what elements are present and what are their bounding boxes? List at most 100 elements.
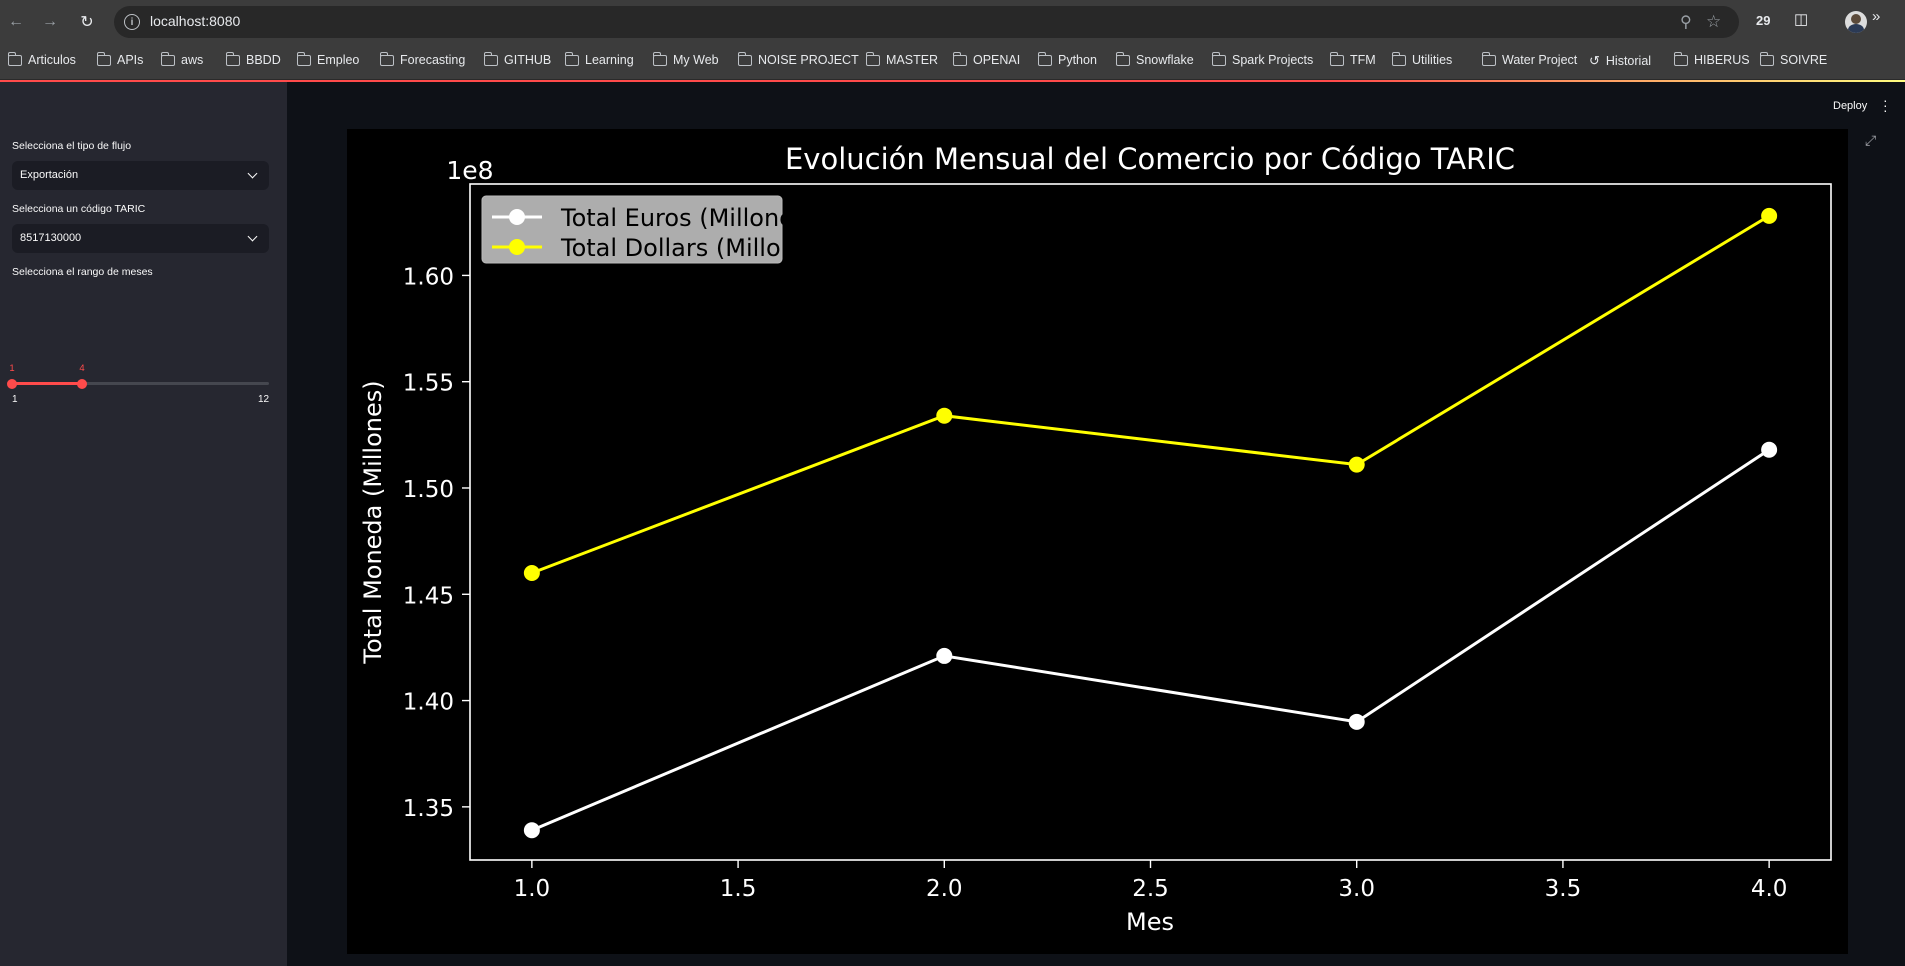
back-arrow-icon[interactable]: ← (8, 13, 24, 30)
legend-marker (509, 239, 525, 255)
bookmark-label: MASTER (886, 53, 939, 67)
browser-toolbar: ← → ↻ i localhost:8080 ⚲ ☆ 29 ◫ (0, 0, 1905, 44)
bookmark-empleo[interactable]: Empleo (296, 51, 359, 67)
bookmark-label: APIs (117, 53, 144, 67)
bookmark-label: NOISE PROJECT (758, 53, 859, 67)
y-tick-label: 1.55 (403, 371, 454, 397)
taric-code-label: Selecciona un código TARIC (12, 203, 146, 215)
bookmark-label: Historial (1605, 54, 1652, 68)
folder-icon (1115, 51, 1130, 66)
flow-type-value: Exportación (20, 169, 79, 181)
x-tick-label: 2.0 (926, 876, 963, 902)
x-tick-label: 3.0 (1338, 876, 1375, 902)
month-range-label: Selecciona el rango de meses (12, 266, 153, 278)
month-range-slider[interactable]: 1 4 (7, 363, 269, 389)
slider-thumb-low[interactable] (7, 378, 17, 389)
more-bookmarks-icon[interactable]: » (1872, 8, 1881, 25)
folder-icon (1037, 51, 1052, 66)
fullscreen-icon[interactable]: ⤢ (1865, 132, 1877, 148)
bookmark-tfm[interactable]: TFM (1329, 51, 1376, 67)
reload-icon[interactable]: ↻ (80, 14, 94, 31)
folder-icon (96, 51, 111, 66)
bookmark-learning[interactable]: Learning (564, 51, 634, 67)
bookmark-my-web[interactable]: My Web (652, 51, 719, 67)
profile-avatar[interactable] (1845, 11, 1867, 33)
bookmark-github[interactable]: GITHUB (483, 51, 552, 67)
deploy-button[interactable]: Deploy (1833, 100, 1868, 112)
data-point (523, 822, 540, 839)
folder-icon (1211, 51, 1226, 66)
folder-icon (737, 51, 752, 66)
bookmark-aws[interactable]: aws (160, 51, 204, 67)
bookmark-soivre[interactable]: SOIVRE (1759, 51, 1827, 67)
chevron-down-icon (247, 168, 258, 179)
slider-max-label: 12 (258, 394, 270, 405)
bookmark-articulos[interactable]: Articulos (7, 51, 76, 67)
bookmark-historial[interactable]: ↺ Historial (1589, 53, 1651, 69)
bookmark-label: Water Project (1502, 53, 1578, 67)
data-point (936, 407, 953, 424)
bookmark-snowflake[interactable]: Snowflake (1115, 51, 1194, 67)
folder-icon (1391, 51, 1406, 66)
y-tick-label: 1.40 (403, 690, 454, 716)
bookmark-bbdd[interactable]: BBDD (225, 51, 281, 67)
extensions-icon[interactable]: ◫ (1794, 11, 1809, 28)
chevron-down-icon (247, 231, 258, 242)
bookmark-hiberus[interactable]: HIBERUS (1673, 51, 1750, 67)
forward-arrow-icon[interactable]: → (42, 13, 58, 30)
bookmarks-bar: Articulos APIs aws BBDD Empleo Forecasting GIT… (0, 44, 1905, 80)
address-bar[interactable]: i localhost:8080 ⚲ ☆ (114, 6, 1739, 38)
flow-type-select[interactable]: Exportación (12, 161, 269, 190)
bookmark-noise-project[interactable]: NOISE PROJECT (737, 51, 859, 67)
site-info-icon[interactable]: i (124, 14, 140, 30)
bookmark-openai[interactable]: OPENAI (952, 51, 1020, 67)
y-offset-label: 1e8 (446, 156, 493, 185)
bookmark-star-icon[interactable]: ☆ (1706, 12, 1722, 31)
flow-type-label: Selecciona el tipo de flujo (12, 140, 132, 152)
data-point (1348, 456, 1365, 473)
url-text[interactable]: localhost:8080 (150, 13, 241, 29)
slider-low-value: 1 (9, 363, 15, 374)
folder-icon (652, 51, 667, 66)
legend-label: Total Euros (Millones) (560, 204, 816, 232)
bookmark-apis[interactable]: APIs (96, 51, 144, 67)
folder-icon (1673, 51, 1688, 66)
taric-code-select[interactable]: 8517130000 (12, 224, 269, 253)
folder-icon (1329, 51, 1344, 66)
x-tick-label: 1.0 (514, 876, 551, 902)
y-tick-label: 1.50 (403, 477, 454, 503)
bookmark-label: Forecasting (400, 53, 466, 67)
data-point (523, 565, 540, 582)
tab-counter[interactable]: 29 (1756, 13, 1771, 28)
bookmark-label: GITHUB (504, 53, 552, 67)
y-tick-label: 1.60 (403, 264, 454, 290)
slider-selected-range (12, 382, 83, 385)
legend-label: Total Dollars (Millones) (560, 234, 833, 262)
zoom-icon[interactable]: ⚲ (1680, 14, 1692, 31)
folder-icon (379, 51, 394, 66)
sidebar: Selecciona el tipo de flujo Exportación … (0, 82, 287, 966)
bookmark-python[interactable]: Python (1037, 51, 1097, 67)
chart-legend: Total Euros (Millones)Total Dollars (Mil… (481, 195, 833, 264)
bookmark-water-project[interactable]: Water Project (1481, 51, 1578, 67)
plot-frame (469, 183, 1832, 861)
history-icon: ↺ (1589, 53, 1600, 68)
legend-box (481, 195, 783, 264)
bookmark-spark-projects[interactable]: Spark Projects (1211, 51, 1314, 67)
bookmark-label: BBDD (246, 53, 281, 67)
slider-thumb-high[interactable] (77, 378, 88, 389)
bookmark-master[interactable]: MASTER (865, 51, 939, 67)
data-point (1761, 207, 1778, 224)
folder-icon (1759, 51, 1774, 66)
bookmark-label: aws (181, 53, 204, 67)
main-menu-icon[interactable]: · · · (1883, 92, 1888, 118)
x-tick-label: 3.5 (1545, 876, 1582, 902)
bookmark-label: TFM (1350, 53, 1376, 67)
data-point (1761, 441, 1778, 458)
folder-icon (7, 51, 22, 66)
y-tick-label: 1.35 (403, 796, 454, 822)
bookmark-forecasting[interactable]: Forecasting (379, 51, 466, 67)
bookmark-label: Spark Projects (1232, 53, 1314, 67)
x-axis-label: Mes (1126, 908, 1174, 936)
bookmark-utilities[interactable]: Utilities (1391, 51, 1452, 67)
